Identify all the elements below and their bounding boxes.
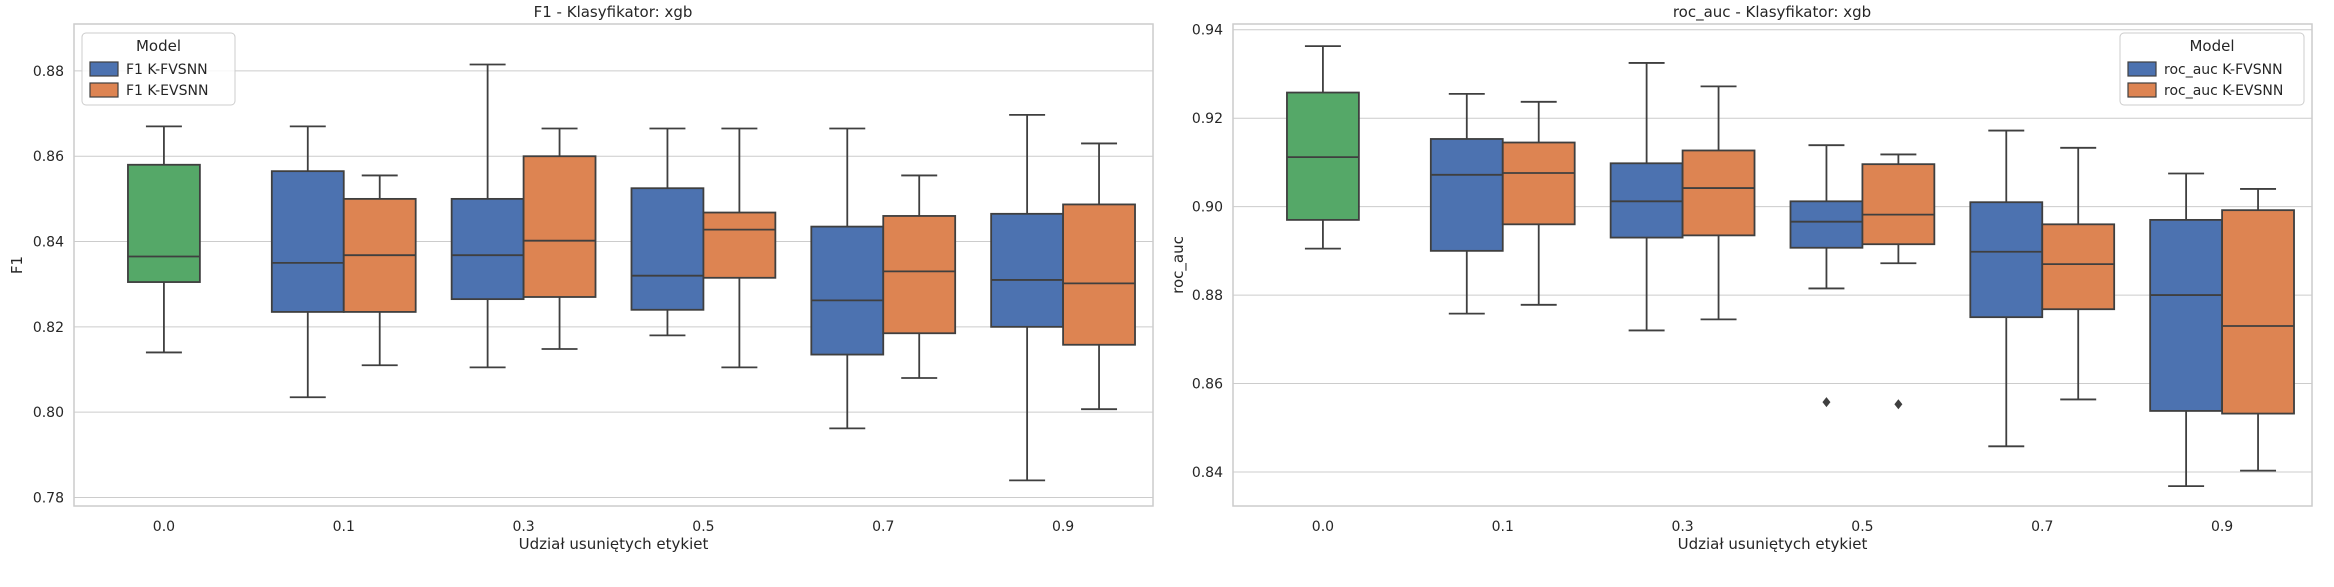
legend-swatch: [2127, 61, 2157, 77]
box-k-fvsnn-0.1: [270, 125, 345, 399]
box-k-evsnn-0.9: [2221, 188, 2295, 472]
box-body: [1861, 163, 1936, 246]
y-tick-label: 0.78: [33, 490, 64, 506]
box-body: [270, 170, 345, 313]
f1-chart: 0.78 0.80 0.82 0.84 0.86 0.88 0.0 0.1 0.3 0.5 0.7 0…: [8, 3, 1154, 553]
y-tick-label: 0.86: [1192, 377, 1223, 393]
y-axis-label: F1: [8, 256, 26, 274]
box-k-evsnn-0.5: [702, 127, 777, 369]
box-k-fvsnn-0.5: [1789, 144, 1864, 408]
roc-auc-chart: 0.84 0.86 0.88 0.90 0.92 0.94 0.0 0.1 0.3 0.5 0.7 0…: [1169, 3, 2313, 553]
legend: Model roc_auc K-FVSNN roc_auc K-EVSNN: [2119, 32, 2305, 106]
legend: Model F1 K-FVSNN F1 K-EVSNN: [81, 32, 236, 106]
outlier-point: [1822, 397, 1831, 408]
chart-title: roc_auc - Klasyfikator: xgb: [1673, 3, 1871, 22]
legend-box: [2119, 32, 2305, 106]
x-tick-label: 0.1: [1492, 519, 1514, 535]
y-tick-label: 0.88: [33, 64, 64, 80]
legend-title: Model: [136, 37, 181, 55]
box-k-fvsnn-0.9: [990, 113, 1064, 482]
box-body: [702, 211, 777, 279]
box-body: [2149, 218, 2223, 412]
box-k-fvsnn-0.7: [1969, 129, 2044, 448]
x-tick-label: 0.3: [512, 519, 534, 535]
box-body: [990, 212, 1064, 328]
x-tick-label: 0.5: [1851, 519, 1873, 535]
legend-swatch: [2127, 82, 2157, 98]
y-tick-label: 0.88: [1192, 288, 1223, 304]
box-body: [2221, 209, 2295, 415]
y-tick-label: 0.92: [1192, 111, 1223, 127]
box-body: [1501, 141, 1576, 226]
box-body: [810, 225, 885, 356]
legend-label: F1 K-EVSNN: [126, 83, 208, 99]
box-k-fvsnn-0.1: [1429, 92, 1504, 315]
plot-area: [73, 23, 1154, 507]
y-tick-label: 0.84: [1192, 465, 1223, 481]
x-tick-label: 0.9: [2211, 519, 2233, 535]
x-tick-label: 0.7: [2031, 519, 2053, 535]
legend-label: roc_auc K-FVSNN: [2164, 62, 2283, 78]
x-axis-label: Udział usuniętych etykiet: [1678, 535, 1868, 553]
chart-title: F1 - Klasyfikator: xgb: [534, 3, 693, 21]
legend-label: F1 K-FVSNN: [126, 62, 208, 78]
box-k-evsnn-0.7: [2041, 146, 2116, 401]
box-baseline-0.0: [1286, 45, 1360, 250]
x-tick-label: 0.0: [1312, 519, 1334, 535]
box-k-evsnn-0.3: [522, 127, 597, 350]
box-k-evsnn-0.7: [882, 174, 957, 379]
legend-label: roc_auc K-EVSNN: [2164, 83, 2283, 99]
y-tick-label: 0.84: [33, 235, 64, 251]
legend-box: [81, 32, 236, 106]
box-body: [2041, 223, 2116, 311]
box-body: [882, 215, 957, 335]
box-k-evsnn-0.5: [1861, 153, 1936, 410]
x-axis-label: Udział usuniętych etykiet: [519, 535, 709, 553]
box-body: [127, 163, 201, 283]
box-body: [1789, 200, 1864, 249]
box-k-fvsnn-0.7: [810, 127, 885, 430]
box-k-evsnn-0.3: [1681, 85, 1756, 321]
y-tick-label: 0.86: [33, 149, 64, 165]
box-body: [1969, 201, 2044, 319]
box-baseline-0.0: [127, 125, 201, 354]
legend-swatch: [89, 61, 119, 77]
outlier-point: [1894, 399, 1903, 410]
x-tick-label: 0.9: [1052, 519, 1074, 535]
box-k-evsnn-0.1: [342, 174, 417, 367]
box-body: [1062, 203, 1136, 346]
x-tick-label: 0.7: [872, 519, 894, 535]
legend-title: Model: [2189, 37, 2234, 55]
x-tick-label: 0.0: [153, 519, 175, 535]
box-body: [522, 155, 597, 298]
y-tick-label: 0.82: [33, 320, 64, 336]
y-tick-label: 0.94: [1192, 23, 1223, 39]
box-body: [1429, 138, 1504, 252]
box-k-evsnn-0.1: [1501, 100, 1576, 306]
box-k-fvsnn-0.5: [630, 127, 705, 337]
box-body: [630, 187, 705, 311]
box-k-fvsnn-0.3: [450, 63, 525, 369]
x-tick-label: 0.5: [692, 519, 714, 535]
box-body: [1681, 149, 1756, 237]
y-axis-label: roc_auc: [1169, 236, 1188, 294]
box-k-evsnn-0.9: [1062, 142, 1136, 411]
x-tick-label: 0.3: [1671, 519, 1693, 535]
x-tick-label: 0.1: [333, 519, 355, 535]
y-tick-label: 0.90: [1192, 200, 1223, 216]
box-body: [450, 197, 525, 301]
legend-swatch: [89, 82, 119, 98]
y-tick-label: 0.80: [33, 405, 64, 421]
